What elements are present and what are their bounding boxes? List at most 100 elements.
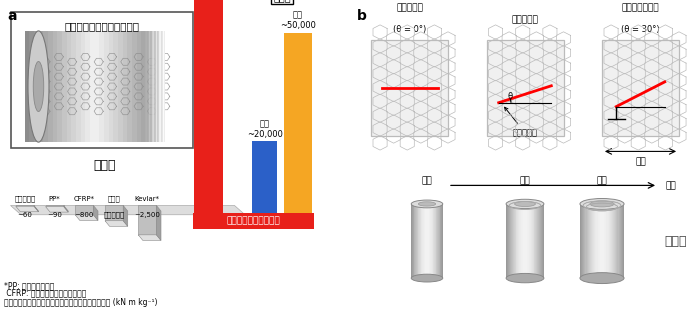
- Bar: [48, 31, 53, 142]
- Bar: [441, 204, 442, 278]
- Ellipse shape: [419, 202, 435, 206]
- Bar: [113, 31, 118, 142]
- Bar: [34, 31, 39, 142]
- Text: (θ = 0°): (θ = 0°): [393, 25, 426, 34]
- Bar: [590, 204, 592, 278]
- Bar: [515, 204, 517, 278]
- Bar: [510, 204, 511, 278]
- Bar: [108, 31, 114, 142]
- Text: カイラル角: カイラル角: [505, 107, 538, 137]
- Bar: [594, 204, 596, 278]
- Bar: [412, 204, 413, 278]
- Bar: [10, 12, 192, 148]
- Bar: [118, 31, 123, 142]
- Bar: [52, 31, 58, 142]
- Bar: [506, 204, 507, 278]
- Text: a: a: [7, 9, 17, 23]
- Text: b: b: [357, 9, 367, 23]
- Bar: [195, 0, 223, 213]
- Bar: [592, 204, 594, 278]
- Bar: [606, 204, 608, 278]
- Bar: [531, 204, 532, 278]
- Bar: [600, 204, 601, 278]
- Bar: [583, 204, 584, 278]
- Bar: [602, 204, 603, 278]
- Bar: [38, 31, 44, 142]
- Ellipse shape: [412, 274, 442, 282]
- Bar: [158, 31, 160, 142]
- Bar: [424, 204, 425, 278]
- Bar: [144, 31, 146, 142]
- Bar: [538, 204, 540, 278]
- Bar: [587, 204, 588, 278]
- Bar: [608, 204, 609, 278]
- Bar: [440, 204, 442, 278]
- Bar: [76, 31, 81, 142]
- Text: ファイバー: ファイバー: [104, 211, 125, 218]
- Bar: [122, 31, 128, 142]
- Bar: [155, 31, 160, 142]
- Bar: [543, 204, 545, 278]
- Bar: [584, 204, 586, 278]
- Bar: [148, 31, 150, 142]
- Bar: [433, 204, 435, 278]
- Bar: [531, 204, 533, 278]
- Bar: [153, 31, 155, 142]
- Bar: [90, 31, 95, 142]
- Bar: [415, 204, 416, 278]
- Ellipse shape: [506, 273, 544, 283]
- Bar: [163, 31, 165, 142]
- Text: 最大
~50,000: 最大 ~50,000: [280, 11, 316, 30]
- Bar: [610, 204, 611, 278]
- Bar: [416, 204, 417, 278]
- Bar: [437, 204, 438, 278]
- Bar: [525, 204, 526, 278]
- Bar: [136, 31, 142, 142]
- Bar: [598, 204, 599, 278]
- Text: カーボンナノチューブ: カーボンナノチューブ: [226, 217, 280, 226]
- Bar: [601, 204, 602, 278]
- Polygon shape: [15, 206, 38, 212]
- Text: カイラル型: カイラル型: [512, 16, 538, 25]
- Bar: [435, 204, 437, 278]
- Bar: [141, 31, 146, 142]
- Bar: [608, 204, 610, 278]
- Bar: [160, 31, 165, 142]
- Bar: [105, 205, 123, 221]
- Bar: [15, 205, 34, 206]
- Bar: [621, 204, 622, 278]
- Ellipse shape: [580, 273, 624, 284]
- Bar: [416, 204, 418, 278]
- Polygon shape: [123, 205, 127, 226]
- Bar: [160, 31, 162, 142]
- Polygon shape: [157, 205, 161, 240]
- Bar: [540, 204, 541, 278]
- Bar: [430, 204, 431, 278]
- Text: 三層: 三層: [596, 176, 608, 185]
- Bar: [589, 204, 590, 278]
- Text: ~90: ~90: [47, 212, 62, 218]
- Text: ステンレス: ステンレス: [14, 196, 36, 202]
- Polygon shape: [34, 205, 38, 212]
- Bar: [146, 31, 151, 142]
- Text: ジグザグ型: ジグザグ型: [396, 3, 423, 12]
- Bar: [603, 204, 605, 278]
- Bar: [152, 31, 154, 142]
- Bar: [94, 31, 100, 142]
- Bar: [542, 204, 543, 278]
- Ellipse shape: [506, 199, 544, 209]
- Text: 単層: 単層: [421, 176, 433, 185]
- Bar: [588, 204, 589, 278]
- Bar: [514, 204, 516, 278]
- Text: ~60: ~60: [18, 212, 32, 218]
- Bar: [522, 204, 524, 278]
- Bar: [596, 204, 598, 278]
- Polygon shape: [139, 235, 161, 240]
- Bar: [104, 31, 109, 142]
- Bar: [43, 31, 48, 142]
- Bar: [617, 204, 619, 278]
- Bar: [520, 204, 522, 278]
- Text: CFRP: 炭素繊維強化プラスチック: CFRP: 炭素繊維強化プラスチック: [4, 288, 86, 297]
- Bar: [616, 204, 618, 278]
- Bar: [585, 204, 587, 278]
